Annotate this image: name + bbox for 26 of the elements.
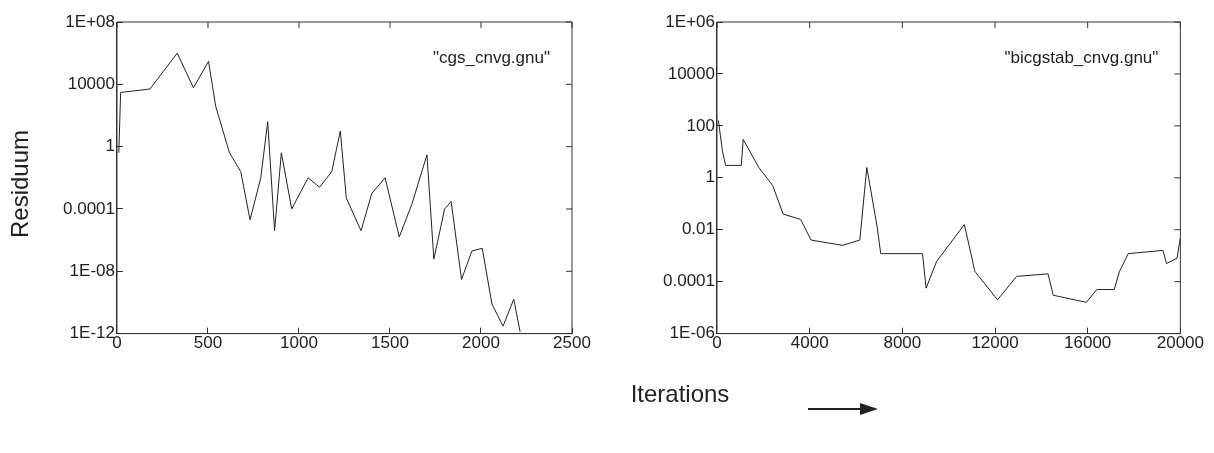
y-tick-label: 10000 bbox=[667, 63, 715, 83]
y-tick-label: 1E+08 bbox=[65, 11, 115, 31]
x-tick-label: 16000 bbox=[1064, 333, 1112, 353]
y-tick-label: 0.0001 bbox=[63, 198, 115, 218]
x-tick-label: 4000 bbox=[790, 333, 829, 353]
annotation: "bicgstab_cnvg.gnu" bbox=[1004, 48, 1159, 68]
y-tick-label: 0.0001 bbox=[663, 271, 715, 291]
x-tick-label: 1500 bbox=[371, 333, 409, 353]
y-axis-title: Residuum bbox=[6, 129, 34, 241]
y-tick-label: 1E-08 bbox=[69, 260, 115, 280]
x-tick-label: 2000 bbox=[462, 333, 500, 353]
x-tick-label: 2500 bbox=[553, 333, 591, 353]
y-tick-label: 1 bbox=[705, 167, 715, 187]
y-tick-label: 1E+06 bbox=[665, 11, 715, 31]
y-tick-label: 0.01 bbox=[681, 219, 715, 239]
y-tick-label: 10000 bbox=[67, 74, 115, 94]
x-tick-label: 1000 bbox=[280, 333, 318, 353]
x-tick-label: 0 bbox=[112, 333, 122, 353]
x-tick-label: 500 bbox=[193, 333, 223, 353]
y-tick-label: 100 bbox=[686, 115, 715, 135]
x-tick-label: 8000 bbox=[883, 333, 922, 353]
annotation: "cgs_cnvg.gnu" bbox=[433, 48, 550, 68]
y-tick-label: 1 bbox=[105, 136, 115, 156]
x-tick-label: 12000 bbox=[971, 333, 1019, 353]
x-axis-title: Iterations bbox=[629, 380, 731, 408]
x-tick-label: 20000 bbox=[1156, 333, 1204, 353]
